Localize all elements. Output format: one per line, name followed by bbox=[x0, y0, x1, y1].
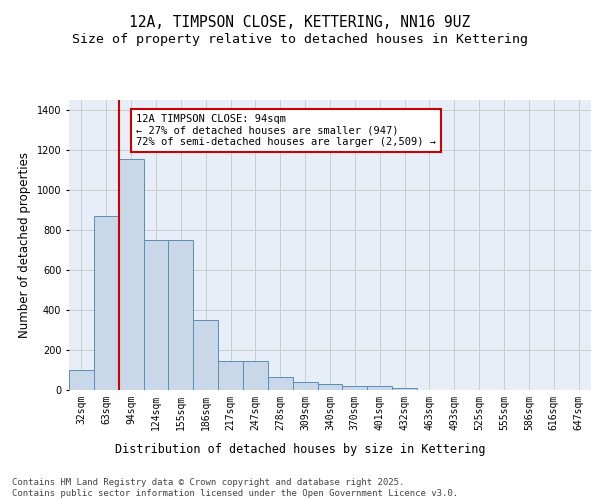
Bar bbox=[119, 159, 143, 390]
Bar bbox=[169, 240, 193, 390]
Text: Distribution of detached houses by size in Kettering: Distribution of detached houses by size … bbox=[115, 442, 485, 456]
Bar bbox=[193, 320, 218, 390]
Bar bbox=[69, 370, 94, 390]
Bar bbox=[392, 388, 417, 390]
Y-axis label: Number of detached properties: Number of detached properties bbox=[18, 152, 31, 338]
Bar bbox=[218, 361, 243, 390]
Text: 12A, TIMPSON CLOSE, KETTERING, NN16 9UZ: 12A, TIMPSON CLOSE, KETTERING, NN16 9UZ bbox=[130, 15, 470, 30]
Bar bbox=[293, 382, 317, 390]
Bar bbox=[367, 386, 392, 390]
Text: 12A TIMPSON CLOSE: 94sqm
← 27% of detached houses are smaller (947)
72% of semi-: 12A TIMPSON CLOSE: 94sqm ← 27% of detach… bbox=[136, 114, 436, 147]
Bar bbox=[317, 384, 343, 390]
Bar bbox=[243, 361, 268, 390]
Text: Contains HM Land Registry data © Crown copyright and database right 2025.
Contai: Contains HM Land Registry data © Crown c… bbox=[12, 478, 458, 498]
Text: Size of property relative to detached houses in Kettering: Size of property relative to detached ho… bbox=[72, 32, 528, 46]
Bar bbox=[268, 377, 293, 390]
Bar bbox=[343, 386, 367, 390]
Bar bbox=[143, 240, 169, 390]
Bar bbox=[94, 216, 119, 390]
